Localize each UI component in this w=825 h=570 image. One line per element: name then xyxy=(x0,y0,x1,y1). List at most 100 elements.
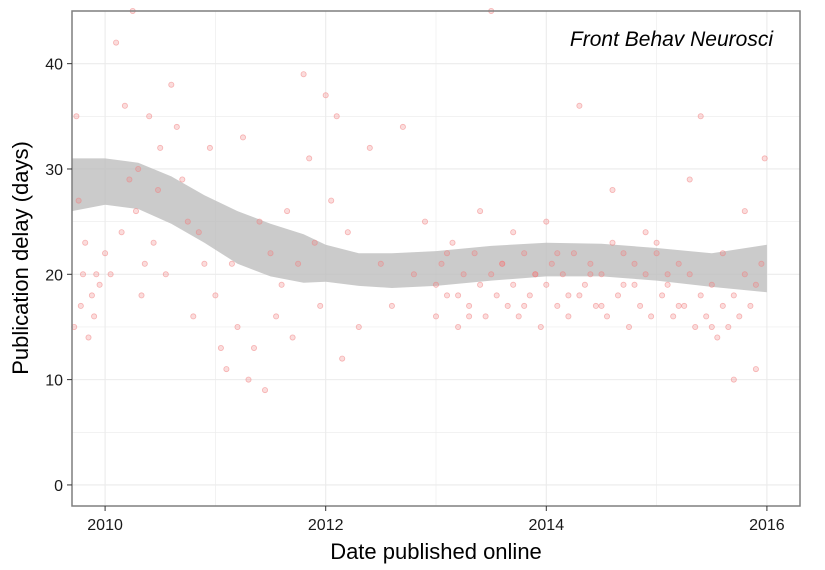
data-point xyxy=(88,292,95,299)
data-point xyxy=(443,250,450,257)
data-point xyxy=(421,218,428,225)
data-point xyxy=(82,239,89,246)
data-point xyxy=(190,313,197,320)
data-point xyxy=(510,281,517,288)
data-point xyxy=(432,281,439,288)
data-point xyxy=(653,239,660,246)
data-point xyxy=(482,313,489,320)
data-point xyxy=(598,271,605,278)
data-point xyxy=(675,260,682,267)
data-point xyxy=(449,239,456,246)
y-axis-title: Publication delay (days) xyxy=(8,141,33,375)
data-point xyxy=(708,323,715,330)
data-point xyxy=(570,250,577,257)
data-point xyxy=(659,292,666,299)
data-point xyxy=(615,292,622,299)
data-point xyxy=(714,334,721,341)
data-point xyxy=(653,250,660,257)
data-point xyxy=(741,208,748,215)
data-point xyxy=(664,281,671,288)
data-point xyxy=(317,302,324,309)
data-point xyxy=(642,271,649,278)
data-point xyxy=(306,155,313,162)
data-point xyxy=(344,229,351,236)
data-point xyxy=(631,260,638,267)
data-point xyxy=(206,144,213,151)
data-point xyxy=(234,323,241,330)
data-point xyxy=(135,165,142,172)
data-point xyxy=(521,250,528,257)
data-point xyxy=(443,292,450,299)
data-point xyxy=(339,355,346,362)
points-layer xyxy=(71,7,768,394)
data-point xyxy=(322,92,329,99)
data-point xyxy=(587,260,594,267)
data-point xyxy=(543,281,550,288)
data-point xyxy=(554,250,561,257)
data-point xyxy=(592,302,599,309)
data-point xyxy=(471,250,478,257)
data-point xyxy=(515,313,522,320)
data-point xyxy=(73,113,80,120)
data-point xyxy=(455,292,462,299)
data-point xyxy=(328,197,335,204)
data-point xyxy=(598,302,605,309)
data-point xyxy=(761,155,768,162)
data-point xyxy=(150,239,157,246)
data-point xyxy=(532,271,539,278)
data-point xyxy=(333,113,340,120)
data-point xyxy=(631,281,638,288)
data-point xyxy=(311,239,318,246)
data-point xyxy=(747,302,754,309)
data-point xyxy=(686,176,693,183)
data-point xyxy=(399,123,406,130)
y-tick-label: 0 xyxy=(54,478,63,495)
data-point xyxy=(609,186,616,193)
data-point xyxy=(261,387,268,394)
data-point xyxy=(521,302,528,309)
data-point xyxy=(162,271,169,278)
data-point xyxy=(432,313,439,320)
data-point xyxy=(648,313,655,320)
data-point xyxy=(670,313,677,320)
data-point xyxy=(477,281,484,288)
journal-annotation: Front Behav Neurosci xyxy=(570,28,774,51)
data-point xyxy=(138,292,145,299)
data-point xyxy=(620,250,627,257)
data-point xyxy=(730,292,737,299)
data-point xyxy=(228,260,235,267)
data-point xyxy=(460,271,467,278)
data-point xyxy=(576,292,583,299)
data-point xyxy=(675,302,682,309)
data-point xyxy=(146,113,153,120)
data-point xyxy=(278,281,285,288)
data-point xyxy=(741,271,748,278)
y-tick-label: 20 xyxy=(45,267,63,284)
x-tick-label: 2014 xyxy=(529,517,565,534)
y-tick-label: 10 xyxy=(45,373,63,390)
data-point xyxy=(752,281,759,288)
data-point xyxy=(642,229,649,236)
data-point xyxy=(637,302,644,309)
data-point xyxy=(212,292,219,299)
tick-layer: 2010 2012 2014 2016 0 10 20 30 40 xyxy=(45,57,785,534)
data-point xyxy=(576,102,583,109)
data-point xyxy=(548,260,555,267)
x-tick-label: 2012 xyxy=(308,517,344,534)
data-point xyxy=(681,302,688,309)
data-point xyxy=(581,281,588,288)
y-tick-label: 30 xyxy=(45,162,63,179)
data-point xyxy=(686,271,693,278)
data-point xyxy=(664,271,671,278)
data-point xyxy=(604,313,611,320)
data-point xyxy=(499,260,506,267)
data-point xyxy=(75,197,82,204)
data-point xyxy=(355,323,362,330)
data-point xyxy=(543,218,550,225)
data-point xyxy=(730,376,737,383)
data-point xyxy=(239,134,246,141)
data-point xyxy=(295,260,302,267)
data-point xyxy=(154,186,161,193)
data-point xyxy=(77,302,84,309)
data-point xyxy=(85,334,92,341)
